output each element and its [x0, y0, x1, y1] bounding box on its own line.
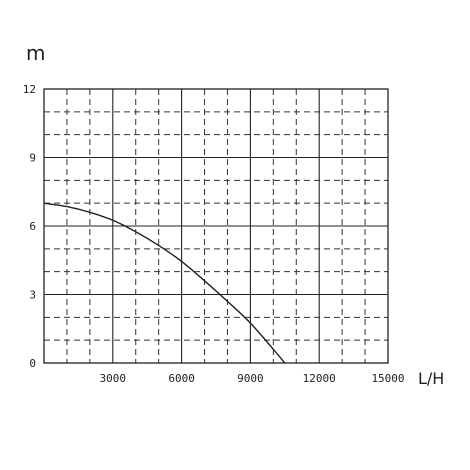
major-grid [44, 89, 388, 363]
y-axis-label: m [26, 41, 45, 65]
x-tick-label: 12000 [303, 372, 336, 385]
y-tick-label: 9 [29, 152, 36, 165]
y-tick-label: 12 [23, 83, 36, 96]
series-layer [43, 202, 286, 364]
y-tick-label: 3 [29, 289, 36, 302]
x-tick-label: 15000 [371, 372, 404, 385]
performance-curve [43, 202, 286, 364]
x-tick-label: 6000 [168, 372, 195, 385]
x-tick-labels: 3000 6000 9000 12000 15000 [100, 372, 405, 385]
y-tick-label: 6 [29, 220, 36, 233]
x-tick-label: 9000 [237, 372, 264, 385]
x-axis-label: L/H [418, 369, 444, 388]
x-tick-label: 3000 [100, 372, 127, 385]
y-tick-label: 0 [29, 357, 36, 370]
plot-frame [43, 88, 389, 364]
minor-grid [44, 89, 388, 363]
y-tick-labels: 0 3 6 9 12 [23, 83, 36, 370]
